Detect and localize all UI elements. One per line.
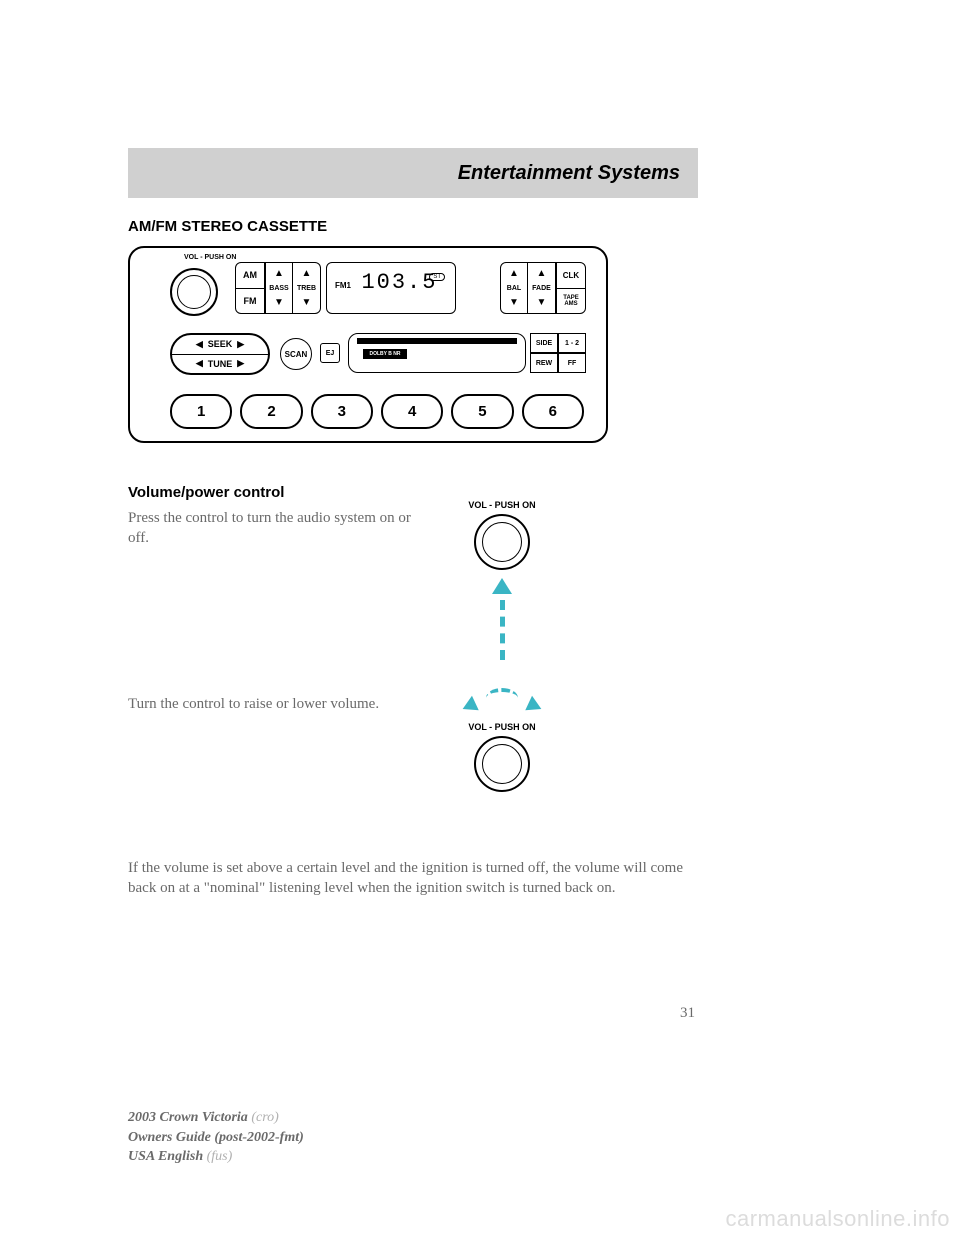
preset-row: 1 2 3 4 5 6 (170, 394, 584, 429)
bal-fade-controls: ▲ BAL ▼ ▲ FADE ▼ (500, 262, 556, 314)
seek-tune-rocker: ◀ SEEK ▶ ◀ TUNE ▶ (170, 333, 270, 375)
footer-model-code: (cro) (251, 1110, 278, 1125)
frequency-display: 103.5 (361, 270, 437, 295)
fade-down-icon: ▼ (528, 292, 555, 314)
preset-2: 2 (240, 394, 302, 429)
am-fm-buttons: AM FM (235, 262, 265, 314)
side-button: SIDE (530, 333, 558, 353)
preset-3: 3 (311, 394, 373, 429)
tune-label: TUNE (208, 359, 233, 369)
vol-knob-icon-2 (474, 736, 530, 792)
page-header-title: Entertainment Systems (458, 162, 680, 185)
preset-6: 6 (522, 394, 584, 429)
footer: 2003 Crown Victoria (cro) Owners Guide (… (128, 1108, 304, 1167)
bal-up-icon: ▲ (501, 263, 527, 285)
section-title: AM/FM STEREO CASSETTE (128, 218, 327, 235)
dashed-line-icon (500, 600, 505, 660)
vol-push-on-label: VOL - PUSH ON (184, 254, 236, 261)
vol-press-label: VOL - PUSH ON (457, 500, 547, 510)
am-button: AM (236, 263, 264, 289)
tune-row: ◀ TUNE ▶ (172, 355, 268, 374)
bass-treb-controls: ▲ BASS ▼ ▲ TREB ▼ (265, 262, 321, 314)
treb-label: TREB (293, 285, 320, 292)
footer-lang-code: (fus) (207, 1149, 233, 1164)
volume-heading: Volume/power control (128, 484, 284, 501)
tape-buttons: SIDE 1 - 2 REW FF (530, 333, 586, 373)
band-indicator: FM1 (335, 281, 351, 290)
seek-right-icon: ▶ (237, 339, 244, 350)
volume-para-2: Turn the control to raise or lower volum… (128, 694, 428, 714)
footer-guide: Owners Guide (post-2002-fmt) (128, 1130, 304, 1145)
eject-button: EJ (320, 343, 340, 363)
vol-knob-icon (474, 514, 530, 570)
page-number: 31 (680, 1005, 695, 1022)
fm-button: FM (236, 289, 264, 314)
volume-knob (170, 268, 218, 316)
footer-model: 2003 Crown Victoria (128, 1110, 248, 1125)
seek-label: SEEK (208, 339, 233, 349)
volume-para-3: If the volume is set above a certain lev… (128, 858, 698, 899)
seek-left-icon: ◀ (196, 339, 203, 350)
fade-label: FADE (528, 285, 555, 292)
preset-5: 5 (451, 394, 513, 429)
dolby-badge: DOLBY B NR (363, 349, 407, 359)
clk-button: CLK (557, 263, 585, 289)
bal-label: BAL (501, 285, 527, 292)
clk-tape-buttons: CLK TAPE AMS (556, 262, 586, 314)
stereo-indicator: ST (429, 273, 445, 281)
treb-up-icon: ▲ (293, 263, 320, 285)
tune-right-icon: ▶ (237, 358, 244, 369)
vol-turn-label: VOL - PUSH ON (448, 722, 556, 732)
arrow-up-icon (492, 578, 512, 594)
scan-button: SCAN (280, 338, 312, 370)
rew-button: REW (530, 353, 558, 373)
volume-para-1: Press the control to turn the audio syst… (128, 508, 428, 549)
vol-turn-diagram: VOL - PUSH ON (448, 688, 556, 792)
treb-down-icon: ▼ (293, 292, 320, 314)
seek-row: ◀ SEEK ▶ (172, 335, 268, 355)
radio-diagram: VOL - PUSH ON AM FM ▲ BASS ▼ ▲ TREB ▼ FM… (128, 246, 608, 443)
turn-arrows-icon (462, 688, 542, 718)
radio-display: FM1 103.5 ST (326, 262, 456, 314)
watermark: carmanualsonline.info (725, 1206, 950, 1232)
tape-ams-button: TAPE AMS (557, 289, 585, 314)
preset-1: 1 (170, 394, 232, 429)
one-two-button: 1 - 2 (558, 333, 586, 353)
bass-down-icon: ▼ (266, 292, 292, 314)
bass-up-icon: ▲ (266, 263, 292, 285)
fade-up-icon: ▲ (528, 263, 555, 285)
ff-button: FF (558, 353, 586, 373)
vol-press-diagram: VOL - PUSH ON (457, 500, 547, 666)
preset-4: 4 (381, 394, 443, 429)
tune-left-icon: ◀ (196, 358, 203, 369)
bass-label: BASS (266, 285, 292, 292)
footer-lang: USA English (128, 1149, 203, 1164)
bal-down-icon: ▼ (501, 292, 527, 314)
page-header: Entertainment Systems (128, 148, 698, 198)
cassette-slot: DOLBY B NR (348, 333, 526, 373)
